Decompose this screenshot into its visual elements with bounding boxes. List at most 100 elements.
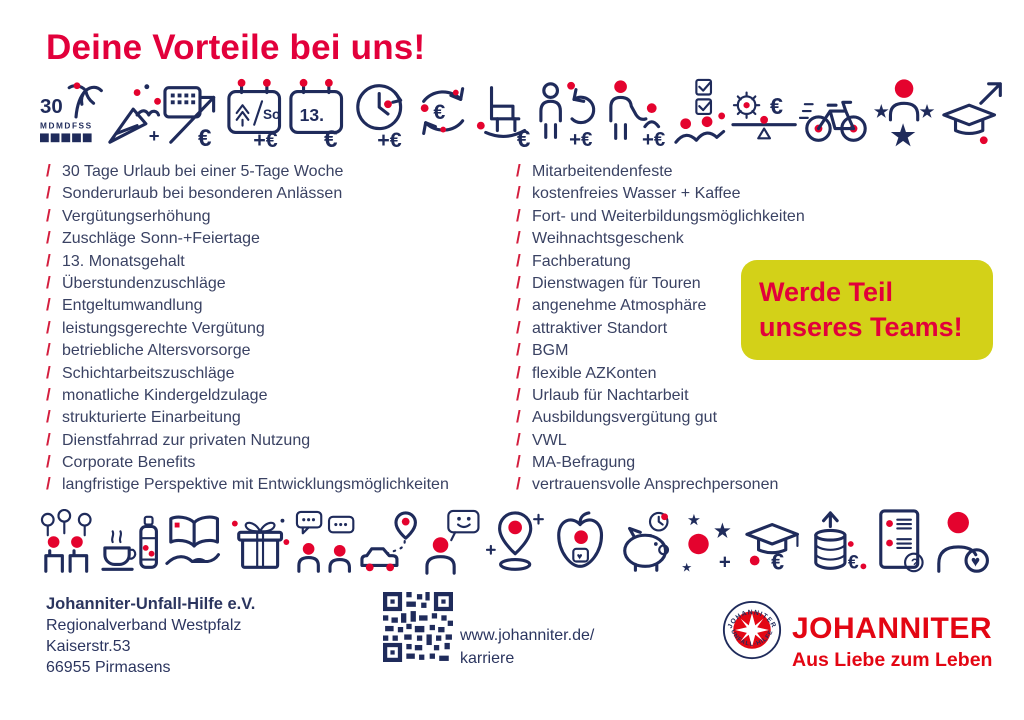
- svg-text:+€: +€: [253, 128, 278, 150]
- benefit-text: kostenfreies Wasser + Kaffee: [532, 185, 741, 203]
- benefit-item: / leistungsgerechte Vergütung: [46, 318, 512, 340]
- svg-text:€: €: [433, 100, 445, 124]
- benefit-item: / Dienstwagen für Touren: [516, 273, 996, 295]
- benefit-item: / Vergütungserhöhung: [46, 206, 512, 228]
- slash-bullet: /: [516, 272, 521, 292]
- consulting-chat-icon: [295, 509, 355, 579]
- pay-raise-calendar-icon: €: [163, 76, 225, 150]
- slash-bullet: /: [516, 295, 521, 315]
- svg-text:€: €: [771, 548, 784, 574]
- slash-bullet: /: [516, 474, 521, 494]
- street: Kaiserstr.53: [46, 638, 131, 655]
- performance-pay-scale-icon: €: [731, 76, 799, 150]
- slash-bullet: /: [46, 161, 51, 180]
- salary-conversion-cycle-icon: €: [412, 76, 474, 150]
- benefit-item: / Zuschläge Sonn-+Feiertage: [46, 228, 512, 250]
- benefit-item: / kostenfreies Wasser + Kaffee: [516, 183, 996, 205]
- slash-bullet: /: [46, 362, 51, 382]
- shift-bonus-person-cycle-icon: +€: [537, 76, 605, 150]
- svg-text:€: €: [324, 126, 338, 150]
- slash-bullet: /: [516, 183, 521, 203]
- benefit-item: / Mitarbeitendenfeste: [516, 161, 996, 183]
- svg-text:?: ?: [911, 556, 919, 570]
- benefit-text: Corporate Benefits: [62, 454, 196, 472]
- svg-text:★: ★: [682, 562, 692, 574]
- benefit-item: / angenehme Atmosphäre: [516, 295, 996, 317]
- employee-survey-form-icon: ?: [873, 509, 927, 579]
- slash-bullet: /: [46, 340, 51, 360]
- career-url-line1: www.johanniter.de/: [460, 627, 595, 644]
- benefit-text: Entgeltumwandlung: [62, 297, 203, 315]
- svg-text:♥: ♥: [971, 553, 980, 570]
- slash-bullet: /: [516, 407, 521, 427]
- svg-text:13.: 13.: [300, 105, 324, 125]
- benefit-text: Mitarbeitendenfeste: [532, 163, 673, 180]
- apprentice-pay-graduation-icon: €: [743, 509, 803, 579]
- benefit-text: Fort- und Weiterbildungsmöglichkeiten: [532, 207, 805, 225]
- benefit-text: vertrauensvolle Ansprechpersonen: [532, 476, 779, 494]
- benefit-item: / BGM: [516, 340, 996, 362]
- slash-bullet: /: [46, 250, 51, 270]
- benefit-item: / betriebliche Altersvorsorge: [46, 340, 512, 362]
- benefit-text: VWL: [532, 431, 567, 449]
- svg-text:So: So: [263, 107, 280, 122]
- thirteenth-salary-calendar-icon: 13. €: [287, 76, 349, 150]
- benefit-text: attraktiver Standort: [532, 319, 668, 337]
- benefit-text: betriebliche Altersvorsorge: [62, 342, 251, 360]
- benefit-text: langfristige Perspektive mit Entwicklung…: [62, 476, 449, 494]
- structured-onboarding-checklist-icon: [673, 76, 731, 150]
- join-team-callout: Werde Teil unseres Teams!: [741, 260, 993, 360]
- benefit-text: monatliche Kindergeldzulage: [62, 386, 268, 404]
- callout-line2: unseres Teams!: [759, 312, 963, 342]
- svg-text:+: +: [719, 551, 731, 573]
- benefit-text: Sonderurlaub bei besonderen Anlässen: [62, 185, 343, 203]
- corporate-benefits-stars-icon: ★ ★ ★: [870, 76, 938, 150]
- svg-text:MDMDFSS: MDMDFSS: [40, 122, 93, 131]
- slash-bullet: /: [46, 272, 51, 292]
- svg-text:€: €: [848, 551, 859, 573]
- benefit-text: Schichtarbeitszuschläge: [62, 364, 235, 382]
- night-work-stars-icon: ★ ★ ★ +: [682, 509, 738, 579]
- slash-bullet: /: [516, 317, 521, 337]
- top-icon-row: 30 MDMDFSS +: [40, 68, 1002, 150]
- svg-text:★: ★: [873, 102, 889, 121]
- trusted-contact-heart-icon: ♥: [932, 509, 990, 579]
- slash-bullet: /: [516, 362, 521, 382]
- qr-code: [383, 592, 453, 667]
- benefit-text: Dienstfahrrad zur privaten Nutzung: [62, 431, 311, 449]
- benefit-item: / monatliche Kindergeldzulage: [46, 385, 512, 407]
- benefit-item: / Überstundenzuschläge: [46, 273, 512, 295]
- benefit-text: BGM: [532, 342, 569, 360]
- slash-bullet: /: [516, 452, 521, 472]
- benefit-text: leistungsgerechte Vergütung: [62, 319, 265, 337]
- benefit-item: / Fachberatung: [516, 251, 996, 273]
- callout-line1: Werde Teil: [759, 277, 894, 307]
- svg-text:★: ★: [714, 520, 731, 541]
- benefit-item: / Sonderurlaub bei besonderen Anlässen: [46, 183, 512, 205]
- capital-benefits-coins-icon: €: [808, 509, 868, 579]
- benefit-item: / 30 Tage Urlaub bei einer 5-Tage Woche: [46, 161, 512, 183]
- overtime-bonus-clock-icon: +€: [350, 76, 412, 150]
- benefit-item: / attraktiver Standort: [516, 318, 996, 340]
- benefit-text: flexible AZKonten: [532, 364, 657, 382]
- benefits-list-right: / Mitarbeitendenfeste / kostenfreies Was…: [516, 161, 996, 497]
- logo-name: JOHANNITER: [792, 612, 993, 645]
- benefit-text: angenehme Atmosphäre: [532, 297, 707, 315]
- svg-text:30: 30: [40, 95, 63, 118]
- pension-rocking-chair-icon: €: [474, 76, 536, 150]
- development-graduation-arrow-icon: [938, 76, 1006, 150]
- slash-bullet: /: [516, 340, 521, 360]
- slash-bullet: /: [516, 429, 521, 449]
- benefit-text: 30 Tage Urlaub bei einer 5-Tage Woche: [62, 163, 344, 180]
- benefit-item: / Corporate Benefits: [46, 452, 512, 474]
- address-block: Johanniter-Unfall-Hilfe e.V. Regionalver…: [46, 594, 255, 678]
- svg-text:+€: +€: [377, 128, 402, 150]
- attractive-location-pin-icon: [485, 509, 544, 579]
- johanniter-seal-logo: JOHANNITER UNFALL-HILFE: [722, 600, 782, 665]
- svg-text:★: ★: [919, 102, 935, 121]
- slash-bullet: /: [46, 452, 51, 472]
- benefit-item: / Weihnachtsgeschenk: [516, 228, 996, 250]
- benefit-text: Ausbildungsvergütung gut: [532, 409, 718, 427]
- benefit-text: Vergütungserhöhung: [62, 207, 211, 225]
